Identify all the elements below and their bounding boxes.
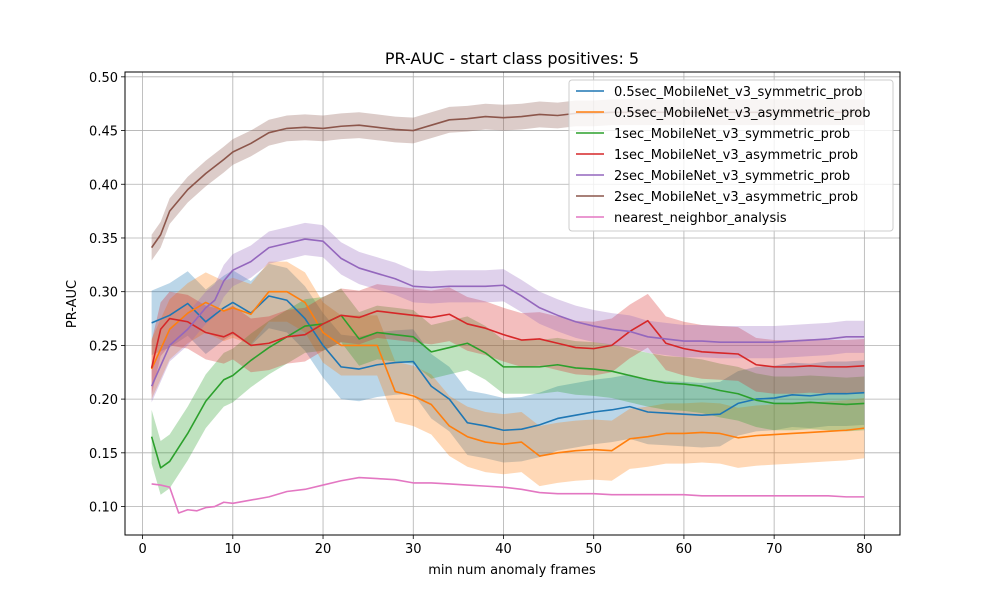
x-tick-label: 60 xyxy=(676,542,693,557)
x-tick-label: 0 xyxy=(138,542,146,557)
y-tick-label: 0.15 xyxy=(89,447,118,462)
series-band-3 xyxy=(151,284,865,395)
x-axis-label: min num anomaly frames xyxy=(428,563,596,578)
series-line-3 xyxy=(150,310,865,369)
series-line-2 xyxy=(150,314,865,469)
series-band-2 xyxy=(151,288,865,495)
plot-frame xyxy=(124,71,901,536)
y-tick-label: 0.30 xyxy=(89,286,118,301)
y-tick-label: 0.20 xyxy=(89,393,118,408)
y-tick-label: 0.50 xyxy=(89,71,118,86)
legend-entry: 2sec_MobileNet_v3_symmetric_prob xyxy=(614,169,850,184)
legend-entry: 1sec_MobileNet_v3_symmetric_prob xyxy=(614,127,850,142)
y-tick-label: 0.40 xyxy=(89,178,118,193)
series-band-0 xyxy=(151,263,865,463)
y-tick-label: 0.10 xyxy=(89,501,118,516)
x-tick-label: 20 xyxy=(315,542,332,557)
y-tick-label: 0.35 xyxy=(89,232,118,247)
y-axis-label: PR-AUC xyxy=(65,280,80,328)
series-lines xyxy=(150,111,865,514)
confidence-bands xyxy=(151,99,865,495)
legend-entry: 0.5sec_MobileNet_v3_asymmetric_prob xyxy=(614,106,871,121)
legend-entry: 1sec_MobileNet_v3_asymmetric_prob xyxy=(614,148,858,163)
x-tick-label: 70 xyxy=(766,542,783,557)
axis-ticks: 0 10 20 30 40 50 60 70 80 0.10 0.15 0.20 0.25 0.30 0.3… xyxy=(89,71,873,557)
series-line-1 xyxy=(150,290,865,457)
legend-entry: nearest_neighbor_analysis xyxy=(614,211,787,226)
x-tick-label: 10 xyxy=(225,542,242,557)
legend: 0.5sec_MobileNet_v3_symmetric_prob 0.5sec… xyxy=(568,79,894,232)
legend-box xyxy=(568,79,894,232)
series-line-0 xyxy=(151,295,865,432)
x-tick-label: 30 xyxy=(405,542,422,557)
y-tick-label: 0.45 xyxy=(89,125,118,140)
series-band-5 xyxy=(151,99,865,261)
y-tick-label: 0.25 xyxy=(89,339,118,354)
legend-entry: 0.5sec_MobileNet_v3_symmetric_prob xyxy=(614,85,863,100)
x-tick-label: 40 xyxy=(495,542,512,557)
legend-entry: 2sec_MobileNet_v3_asymmetric_prob xyxy=(614,190,858,205)
chart-title: PR-AUC - start class positives: 5 xyxy=(385,49,639,68)
x-tick-label: 50 xyxy=(585,542,602,557)
series-band-1 xyxy=(151,261,865,487)
series-line-4 xyxy=(150,238,865,387)
series-line-6 xyxy=(151,476,865,514)
x-tick-label: 80 xyxy=(856,542,873,557)
